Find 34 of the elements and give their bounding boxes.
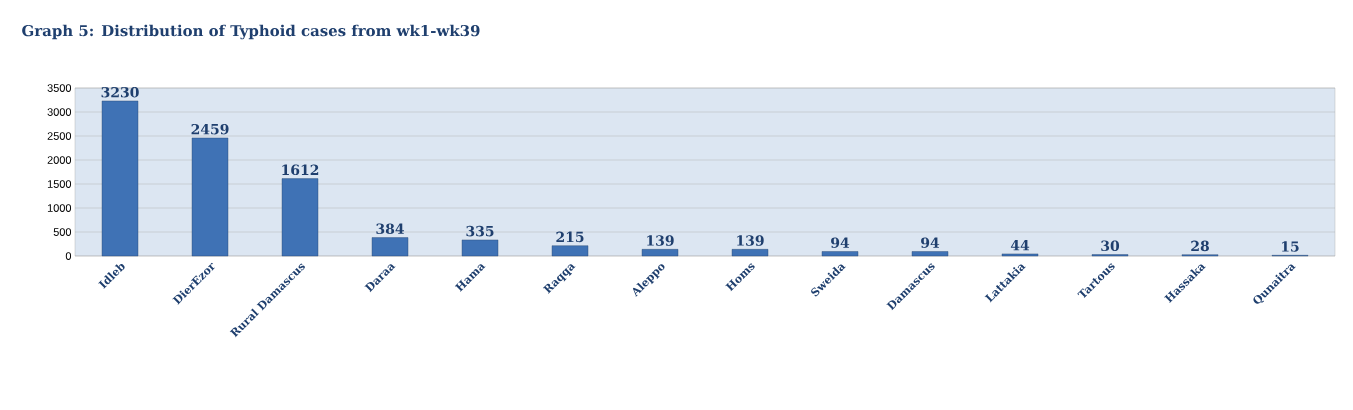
- data-label: 139: [737, 235, 764, 246]
- data-label: 94: [831, 237, 850, 248]
- data-label: 2459: [191, 123, 229, 135]
- data-label: 28: [1191, 240, 1209, 252]
- y-tick-label: 2500: [47, 132, 72, 140]
- data-label: 30: [1101, 240, 1120, 252]
- bar: [191, 137, 229, 257]
- bar: [1001, 253, 1039, 257]
- data-label: 1612: [282, 164, 319, 176]
- chart-title: Graph 5: Distribution of Typhoid cases from wk1-wk39: [22, 24, 480, 40]
- data-label: 3230: [101, 86, 139, 98]
- data-label: 215: [556, 231, 584, 243]
- data-label: 384: [376, 223, 405, 235]
- y-tick-label: 1000: [47, 204, 72, 212]
- y-tick-label: 1500: [47, 180, 72, 188]
- bar: [371, 237, 409, 257]
- y-tick-label: 2000: [47, 156, 72, 164]
- y-tick-label: 3000: [47, 108, 72, 116]
- bar: [731, 249, 769, 257]
- data-label: 15: [1282, 241, 1299, 252]
- y-tick-label: 500: [53, 228, 72, 236]
- bar: [101, 100, 139, 257]
- bar: [551, 245, 589, 257]
- data-label: 44: [1010, 240, 1030, 251]
- bar: [461, 239, 499, 257]
- bar: [641, 249, 679, 257]
- data-label: 335: [466, 225, 494, 237]
- data-label: 94: [921, 237, 940, 248]
- bar: [281, 178, 319, 257]
- y-tick-label: 0: [65, 252, 72, 260]
- y-tick-label: 3500: [47, 84, 72, 92]
- bar: [821, 251, 859, 257]
- data-label: 139: [647, 235, 674, 246]
- bar: [911, 251, 949, 257]
